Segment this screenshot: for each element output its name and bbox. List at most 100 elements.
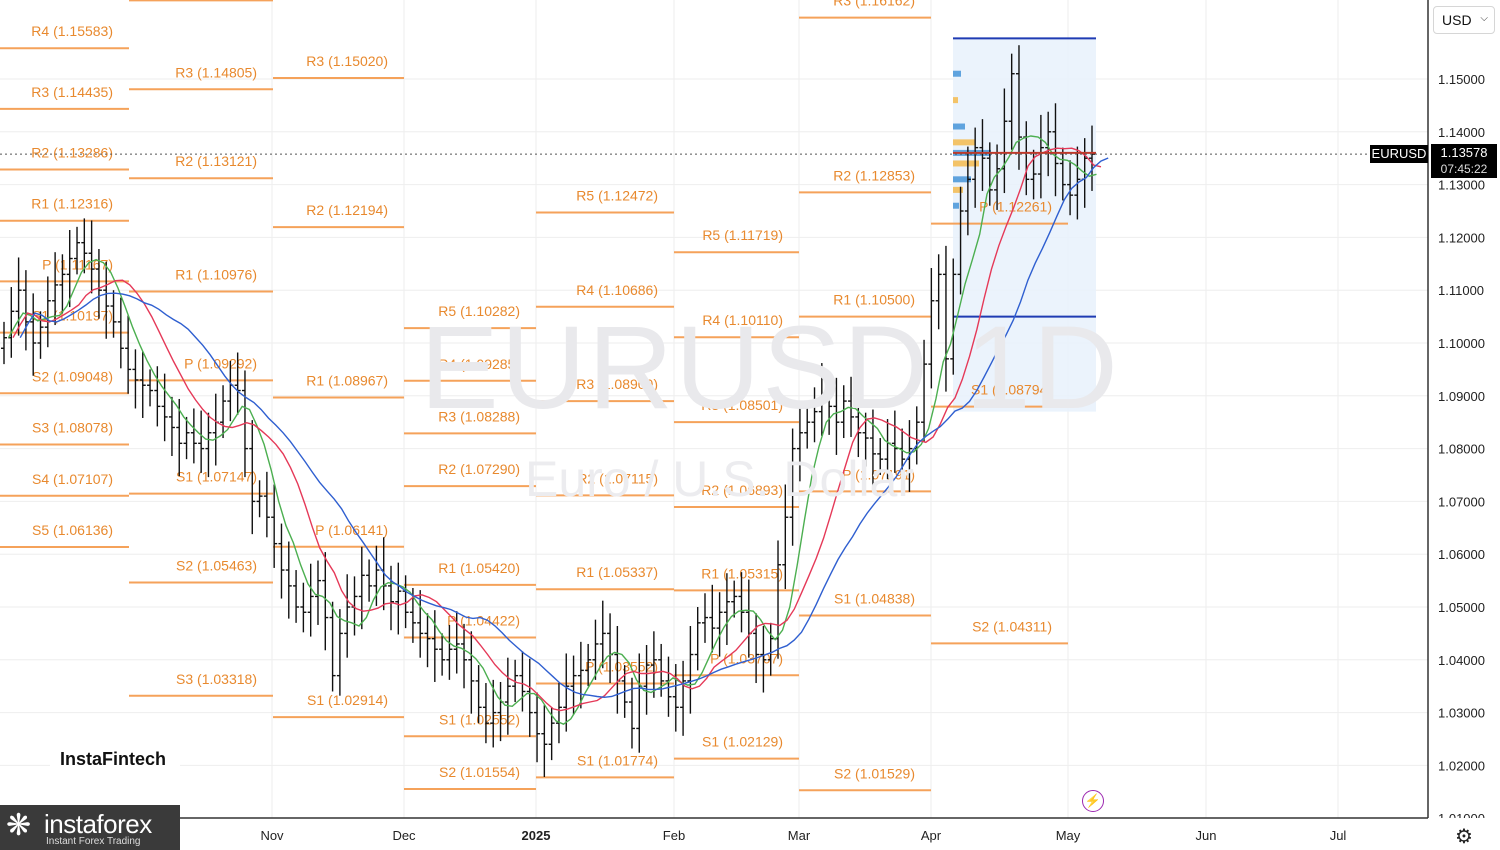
volume-profile-bar [953,202,959,209]
pivot-label: R2 (1.12194) [306,202,388,218]
ma-slow-line [19,157,1109,699]
pivot-label: R4 (1.09285) [438,356,520,372]
pivot-label: S1 (1.02552) [439,711,520,727]
pivot-label: R3 (1.14435) [31,84,113,100]
volume-profile-bar [953,139,975,146]
pivot-label: S2 (1.01529) [834,765,915,781]
pivot-label: S2 (1.09048) [32,368,113,384]
pivot-label: P (1.09292) [184,355,257,371]
pivot-label: S1 (1.04838) [834,591,915,607]
brand-logo-icon: ❋ [6,809,32,842]
pivot-label: R1 (1.05420) [438,560,520,576]
volume-profile-bar [953,176,971,183]
pivot-label: R5 (1.12472) [576,187,658,203]
time-tick-label: Feb [663,828,685,843]
pivot-label: R1 (1.10976) [175,266,257,282]
price-tick-label: 1.15000 [1438,72,1485,87]
pivot-label: R3 (1.16162) [833,0,915,9]
currency-selector[interactable]: USD ⌵ [1433,6,1495,34]
volume-profile-bar [953,70,961,77]
price-axis[interactable]: 1.15000 1.14000 1.13000 1.12000 1.11000 1.100… [1427,0,1500,850]
time-tick-label: 2025 [522,828,551,843]
price-tick-label: 1.08000 [1438,442,1485,457]
time-tick-label: Apr [921,828,942,843]
price-tick-label: 1.14000 [1438,125,1485,140]
pivot-label: P (1.07191) [842,466,915,482]
pivot-label: R2 (1.13286) [31,144,113,160]
time-axis[interactable]: Nov Dec 2025 Feb Mar Apr May Jun Jul [0,817,1500,850]
brand-tagline: Instant Forex Trading [46,836,141,847]
pivot-label: S2 (1.04311) [972,618,1052,634]
time-tick-label: Dec [392,828,416,843]
pivot-label: S1 (1.02914) [307,692,388,708]
pivot-label: R2 (1.07290) [438,461,520,477]
last-price: 1.13578 [1440,145,1488,160]
pivot-label: R3 (1.08288) [438,408,520,424]
volume-profile-range [953,39,1096,412]
pivot-label: S2 (1.01554) [439,764,520,780]
volume-profile-bar [953,123,965,130]
brand-name: instaforex [44,809,152,839]
time-axis-background [0,818,1500,850]
pivot-label: S1 (1.07147) [176,469,257,485]
pivot-label: S2 (1.05463) [176,558,257,574]
pivot-label: R4 (1.10686) [576,282,658,298]
pivot-label: S1 (1.01774) [577,752,658,768]
pivot-label: P (1.06141) [315,522,388,538]
pivot-label: R5 (1.11719) [702,227,783,243]
chevron-down-icon: ⌵ [1480,13,1488,24]
grid [0,0,1428,819]
price-tick-label: 1.07000 [1438,494,1485,509]
candles [1,45,1095,778]
time-tick-label: Nov [260,828,284,843]
currency-label: USD [1442,12,1472,28]
price-tick-label: 1.04000 [1438,653,1485,668]
price-tick-label: 1.12000 [1438,230,1485,245]
pivot-label: R3 (1.15020) [306,53,388,69]
price-tick-label: 1.02000 [1438,758,1485,773]
symbol-description-watermark: Euro / U.S. Dollar [525,451,915,507]
pivot-label: R1 (1.10500) [833,292,915,308]
volume-profile-bar [953,160,979,167]
price-tick-label: 1.10000 [1438,336,1485,351]
volume-profile-bar [953,97,958,104]
price-axis-background [1428,0,1500,818]
pivot-label: S1 (1.10197) [32,308,113,324]
ma-mid-line [12,147,1102,712]
pivot-label: R4 (1.10110) [702,312,783,328]
pivot-label: R1 (1.08967) [306,373,388,389]
pivot-label: R2 (1.07115) [577,470,658,486]
symbol-watermark: EURUSD 1D [420,302,1120,434]
price-tick-label: 1.03000 [1438,706,1485,721]
lightning-icon[interactable]: ⚡ [1082,790,1104,812]
pivot-label: S5 (1.06136) [32,522,113,538]
pivot-label: R3 (1.08900) [576,376,658,392]
time-tick-label: Jul [1330,828,1347,843]
pivot-label: R1 (1.05337) [576,564,658,580]
price-tick-label: 1.05000 [1438,600,1485,615]
pivot-label: S3 (1.08078) [32,419,113,435]
price-tick-label: 1.09000 [1438,389,1485,404]
pivot-label: P (1.04422) [447,613,520,629]
volume-profile-bar [953,186,963,193]
last-price-tag: 1.13578 07:45:22 [1431,144,1497,178]
time-tick-label: Mar [788,828,811,843]
pivot-label: S1 (1.02129) [702,734,783,750]
pivot-label: R2 (1.13121) [175,153,257,169]
pivot-label: R4 (1.15583) [31,23,113,39]
bar-countdown: 07:45:22 [1440,162,1488,176]
pivot-label: R3 (1.08501) [701,397,783,413]
pivot-label: S3 (1.03318) [176,671,257,687]
brand-banner: ❋ instaforex Instant Forex Trading [0,805,180,850]
settings-icon[interactable]: ⚙ [1455,826,1473,848]
time-tick-label: Jun [1196,828,1217,843]
pivot-label: R5 (1.10282) [438,303,520,319]
chart-logo: InstaFintech [50,744,180,778]
price-tick-label: 1.13000 [1438,178,1485,193]
pivot-label: S1 (1.08794) [971,382,1052,398]
time-tick-label: May [1056,828,1081,843]
pivot-label: S4 (1.07107) [32,471,113,487]
pivot-label: R2 (1.06893) [701,482,783,498]
price-tick-label: 1.11000 [1438,283,1484,298]
